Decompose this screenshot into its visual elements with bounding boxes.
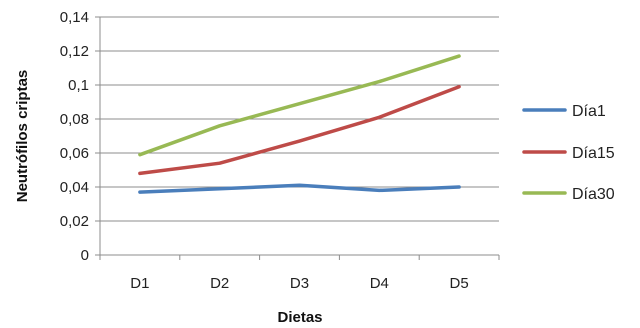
gridlines [100,16,499,222]
x-tick-label: D1 [130,275,149,292]
y-tick-label: 0,08 [60,111,89,128]
y-tick-label: 0,1 [68,77,89,94]
y-tick-label: 0,02 [60,213,89,230]
y-tick-label: 0,12 [60,43,89,60]
x-axis-title: Dietas [277,309,322,326]
x-tick-label: D4 [370,275,389,292]
y-axis-tick-labels: 0 0,02 0,04 0,06 0,08 0,1 0,12 0,14 [60,9,89,264]
data-series [138,54,461,194]
x-tick-label: D2 [210,275,229,292]
y-tick-label: 0,06 [60,145,89,162]
axes [95,16,500,260]
legend-label: Día15 [572,145,615,162]
series-line-día1 [138,183,461,194]
legend: Día1 Día15 Día30 [522,103,615,203]
y-tick-label: 0 [81,247,89,264]
series-line-día15 [138,84,461,176]
legend-label: Día30 [572,186,615,203]
x-tick-label: D3 [290,275,309,292]
y-tick-label: 0,04 [60,179,89,196]
legend-label: Día1 [572,103,606,120]
x-tick-label: D5 [450,275,469,292]
x-axis-tick-labels: D1 D2 D3 D4 D5 [130,275,468,292]
series-line-día30 [138,54,461,157]
y-tick-label: 0,14 [60,9,89,26]
y-axis-title: Neutrófilos criptas [14,70,31,203]
